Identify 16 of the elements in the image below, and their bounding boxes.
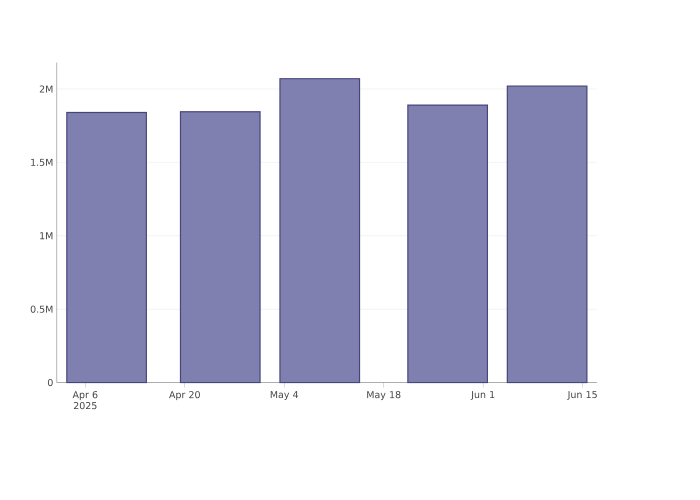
bar [180, 111, 261, 384]
y-tick-label: 1M [40, 232, 52, 240]
y-tick-label: 1.5M [31, 158, 52, 166]
y-tick-label: 0 [48, 378, 53, 386]
bar [279, 78, 360, 384]
x-tick-label: Apr 20 [169, 391, 200, 400]
bar [407, 104, 488, 384]
x-tick-label: Apr 6 2025 [72, 391, 98, 410]
x-tick-label: May 18 [367, 391, 400, 400]
x-tick-label: Jun 15 [567, 391, 597, 400]
bar [66, 112, 147, 384]
x-tick-label: May 4 [270, 391, 298, 400]
y-tick-label: 0.5M [30, 306, 52, 313]
y-tick-label: 2M [40, 85, 52, 92]
bar [506, 85, 588, 384]
x-tick-label: Jun 1 [470, 391, 494, 400]
